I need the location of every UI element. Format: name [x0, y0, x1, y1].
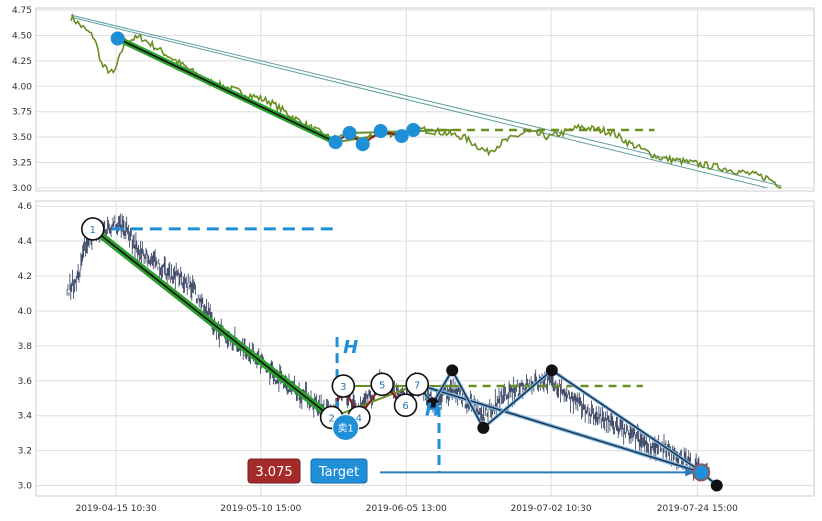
bottom-y-tick-label: 3.2 — [18, 447, 32, 457]
target-value-text: 3.075 — [255, 465, 292, 480]
bottom-y-tick-label: 3.0 — [18, 482, 33, 492]
wave-point-label-7: 7 — [414, 380, 420, 391]
main-trend-line — [92, 228, 333, 419]
bottom-y-tick-label: 3.8 — [18, 342, 33, 352]
zigzag-pivot-dot — [426, 397, 439, 410]
h-upper-label: H — [343, 337, 358, 358]
wave-point-label-5: 5 — [379, 380, 385, 391]
bottom-y-axis: 3.0 3.2 3.4 3.6 3.8 4.0 4.2 4.4 4.6 — [18, 202, 33, 491]
box-bottom-line — [331, 383, 418, 419]
top-pivot-marker — [328, 135, 343, 150]
top-y-tick-label: 4.25 — [12, 57, 32, 67]
top-y-axis: 3.00 3.25 3.50 3.75 4.00 4.25 4.50 4.75 — [12, 6, 32, 194]
top-pivot-marker — [373, 124, 388, 139]
wave-point-circle-1 — [80, 217, 105, 241]
wave-point-circle-3 — [331, 374, 356, 398]
top-y-tick-label: 3.50 — [12, 133, 32, 143]
zigzag-pivot-dot — [710, 479, 723, 492]
bottom-price-panel: 3.0 3.2 3.4 3.6 3.8 4.0 4.2 4.4 4.6 2019-04-15 1… — [18, 200, 815, 514]
h-lower-label: H — [425, 400, 440, 421]
bottom-plot-area — [35, 200, 815, 497]
top-pivot-marker — [355, 137, 370, 152]
target-arrowhead — [685, 468, 696, 477]
wave-point-label-3: 3 — [340, 382, 346, 393]
channel-lower-line — [70, 16, 768, 189]
bottom-x-tick-label: 2019-05-10 15:00 — [220, 504, 301, 514]
target-value-badge: 3.075 — [247, 458, 301, 484]
top-y-tick-label: 4.00 — [12, 82, 32, 92]
top-y-tick-label: 3.75 — [12, 108, 32, 118]
top-pivot-marker — [110, 31, 125, 46]
wave-point-label-2: 2 — [328, 413, 334, 424]
target-point-marker — [692, 463, 711, 482]
wave-point-label-6: 6 — [402, 401, 408, 412]
top-y-tick-label: 4.50 — [12, 31, 32, 41]
top-pivot-markers — [110, 31, 421, 152]
target-label-badge: Target — [310, 458, 368, 484]
top-y-tick-label: 4.75 — [12, 6, 32, 16]
bottom-y-tick-label: 4.0 — [18, 307, 33, 317]
projection-line — [417, 383, 702, 474]
top-pivot-marker — [342, 126, 357, 141]
target-value-box — [247, 458, 301, 484]
bottom-x-tick-label: 2019-07-24 15:00 — [657, 504, 738, 514]
bottom-y-tick-label: 4.6 — [18, 202, 33, 212]
wave-point-circle-6 — [393, 393, 418, 418]
bottom-x-axis: 2019-04-15 10:30 2019-05-10 15:00 2019-06-… — [76, 504, 739, 514]
wave-point-circle-5 — [370, 372, 395, 397]
target-label-text: Target — [318, 465, 359, 480]
top-price-panel: 3.00 3.25 3.50 3.75 4.00 4.25 4.50 4.75 — [12, 6, 815, 194]
top-pivot-marker — [394, 129, 409, 144]
top-main-trend-line — [117, 37, 336, 143]
wave-point-label-4: 4 — [356, 413, 362, 424]
bottom-x-tick-label: 2019-07-02 10:30 — [510, 504, 591, 514]
sell-point-label: 卖1 — [337, 422, 353, 434]
sell-point-marker: 卖1 — [332, 413, 360, 441]
wave-point-circle-7 — [405, 372, 430, 397]
zigzag-pivot-dot — [446, 364, 459, 377]
zigzag-pivot-dot — [477, 421, 490, 434]
bottom-y-tick-label: 3.6 — [18, 377, 33, 387]
bottom-y-tick-label: 3.4 — [18, 412, 33, 422]
top-pivot-marker — [406, 123, 421, 137]
target-label-box — [310, 458, 368, 484]
zigzag-pivot-dot — [545, 364, 558, 377]
bottom-x-tick-label: 2019-04-15 10:30 — [76, 504, 157, 514]
top-y-tick-label: 3.25 — [12, 159, 32, 169]
top-y-tick-label: 3.00 — [12, 184, 32, 194]
bottom-x-tick-label: 2019-06-05 13:00 — [366, 504, 447, 514]
bottom-y-tick-label: 4.4 — [18, 237, 33, 247]
wave-point-label-1: 1 — [90, 225, 96, 236]
bottom-y-tick-label: 4.2 — [18, 272, 32, 282]
